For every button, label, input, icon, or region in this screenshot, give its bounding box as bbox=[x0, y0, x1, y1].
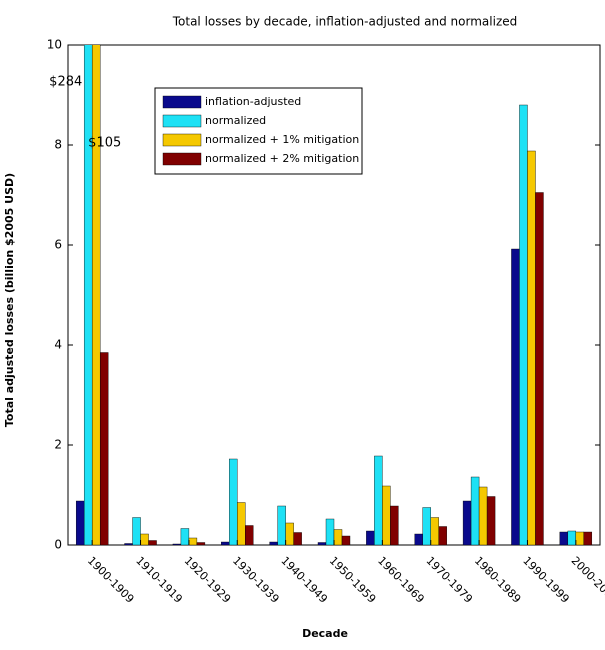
legend-swatch bbox=[162, 114, 202, 128]
x-tick-label: 1910-1919 bbox=[133, 554, 185, 606]
bar bbox=[172, 543, 182, 545]
x-tick-label: 1980-1989 bbox=[472, 554, 524, 606]
legend-swatch bbox=[162, 133, 202, 147]
legend-label: normalized bbox=[205, 114, 266, 127]
y-axis-label: Total adjusted losses (billion $2005 USD… bbox=[3, 173, 16, 427]
value-label: $105 bbox=[88, 136, 121, 151]
value-label: $284 bbox=[49, 75, 82, 90]
x-tick-label: 1970-1979 bbox=[423, 554, 475, 606]
bar bbox=[140, 533, 149, 545]
bar bbox=[221, 541, 230, 545]
bar bbox=[438, 526, 447, 545]
bar bbox=[583, 531, 593, 545]
bar bbox=[124, 543, 133, 545]
bar bbox=[519, 104, 528, 545]
x-tick-label: 2000-2005 bbox=[569, 554, 605, 606]
x-tick-label: 1940-1949 bbox=[278, 554, 330, 606]
bar bbox=[148, 540, 157, 545]
y-tick-label: 2 bbox=[54, 438, 62, 452]
bar bbox=[422, 507, 431, 545]
legend-label: inflation-adjusted bbox=[205, 95, 301, 108]
y-tick-label: 10 bbox=[47, 38, 62, 52]
bar bbox=[567, 530, 577, 545]
bar bbox=[132, 517, 141, 545]
bar bbox=[382, 485, 391, 545]
chart-title: Total losses by decade, inflation-adjust… bbox=[172, 15, 518, 29]
bar bbox=[188, 537, 198, 545]
bar bbox=[269, 541, 278, 545]
bar bbox=[374, 455, 383, 545]
x-tick-label: 1930-1939 bbox=[230, 554, 282, 606]
y-tick-label: 0 bbox=[54, 538, 62, 552]
bar bbox=[180, 528, 190, 545]
bar bbox=[341, 535, 351, 545]
bar bbox=[511, 248, 520, 545]
bar bbox=[245, 525, 254, 545]
bar bbox=[196, 542, 206, 545]
bar bbox=[285, 522, 294, 545]
bar bbox=[83, 45, 93, 545]
legend-label: normalized + 2% mitigation bbox=[205, 152, 359, 165]
bar bbox=[390, 505, 399, 545]
legend-label: normalized + 1% mitigation bbox=[205, 133, 359, 146]
bars bbox=[75, 45, 593, 545]
legend-swatch bbox=[162, 152, 202, 166]
y-tick-label: 8 bbox=[54, 138, 62, 152]
bar bbox=[470, 476, 480, 545]
bar bbox=[414, 533, 423, 545]
bar bbox=[293, 532, 302, 545]
bar bbox=[237, 502, 246, 545]
bar bbox=[99, 352, 109, 545]
bar bbox=[527, 150, 536, 545]
bar bbox=[430, 517, 439, 545]
bar bbox=[91, 45, 101, 545]
bar bbox=[462, 500, 472, 545]
bar bbox=[575, 531, 585, 545]
x-axis-label: Decade bbox=[302, 627, 348, 640]
bar bbox=[277, 505, 286, 545]
bar bbox=[535, 192, 544, 545]
bar bbox=[366, 530, 375, 545]
x-tick-label: 1960-1969 bbox=[375, 554, 427, 606]
bar bbox=[75, 500, 85, 545]
y-tick-label: 4 bbox=[54, 338, 62, 352]
y-tick-label: 6 bbox=[54, 238, 62, 252]
x-tick-label: 1950-1959 bbox=[327, 554, 379, 606]
bar bbox=[317, 542, 327, 545]
bar bbox=[559, 531, 569, 545]
bar bbox=[478, 486, 488, 545]
x-tick-label: 1900-1909 bbox=[85, 554, 137, 606]
bar bbox=[325, 518, 335, 545]
legend-swatch bbox=[162, 95, 202, 109]
bar bbox=[229, 458, 238, 545]
x-tick-label: 1990-1999 bbox=[520, 554, 572, 606]
bar bbox=[333, 529, 343, 545]
x-tick-label: 1920-1929 bbox=[182, 554, 234, 606]
bar bbox=[486, 496, 496, 545]
